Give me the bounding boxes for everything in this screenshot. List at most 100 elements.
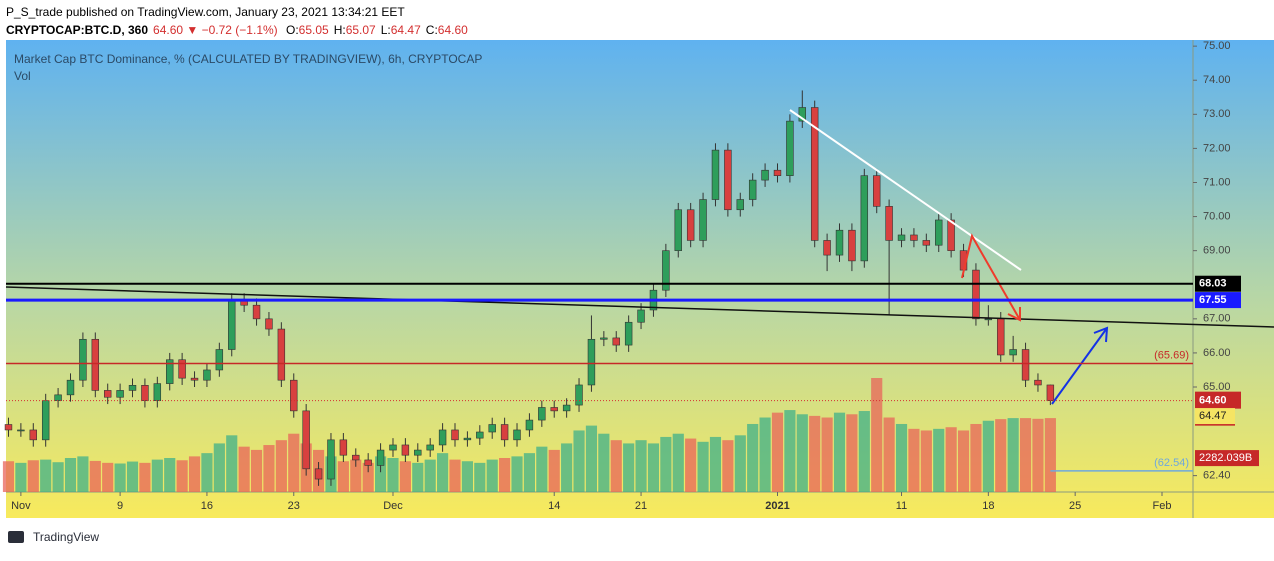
volume-bar	[374, 456, 387, 492]
volume-bar	[561, 443, 573, 492]
red-arrowhead	[1007, 307, 1021, 322]
candle-body	[711, 149, 720, 200]
volume-bar	[1019, 418, 1032, 492]
volume-bar	[536, 446, 548, 492]
volume-bar	[871, 378, 883, 492]
volume-bar	[27, 460, 39, 492]
candle-body	[314, 468, 323, 480]
candle-body	[1034, 379, 1042, 386]
candle-body	[997, 318, 1005, 356]
candle-body	[116, 390, 124, 398]
x-tick-label: 16	[201, 500, 213, 512]
x-tick-label: 18	[982, 500, 994, 512]
candle-body	[724, 149, 732, 211]
candle-body	[525, 419, 534, 431]
y-tick-label: 70.00	[1203, 210, 1231, 222]
volume-bar	[982, 420, 994, 492]
candle-body	[79, 338, 87, 381]
volume-bar	[250, 449, 263, 492]
volume-bar	[337, 461, 349, 492]
candle-body	[972, 269, 980, 320]
volume-bar	[126, 461, 139, 492]
candle-body	[252, 304, 261, 320]
volume-bar	[350, 459, 362, 492]
volume-bar	[275, 440, 287, 492]
candle-body	[662, 250, 670, 291]
volume-bar	[2, 461, 15, 492]
volume-bar	[263, 445, 275, 492]
volume-box	[1195, 450, 1259, 467]
volume-bar	[399, 461, 411, 492]
volume-bar	[883, 417, 895, 492]
x-tick-label: 25	[1069, 500, 1081, 512]
volume-bar	[585, 425, 598, 492]
candle-body	[637, 309, 645, 323]
candle-body	[873, 175, 881, 207]
candle-body	[228, 299, 236, 350]
candle-body	[587, 338, 596, 386]
volume-bar	[933, 428, 945, 492]
candle-body	[203, 369, 211, 381]
volume-bar	[288, 433, 300, 492]
candle-body	[761, 169, 769, 181]
candle-body	[910, 234, 918, 241]
candle-body	[835, 229, 844, 256]
volume-bar	[77, 456, 89, 492]
candle-body	[1021, 349, 1030, 381]
volume-bar	[920, 430, 932, 492]
volume-bar	[821, 417, 833, 492]
volume-bar	[213, 443, 225, 492]
volume-bar	[610, 440, 622, 492]
candle-body	[463, 437, 472, 441]
volume-bar	[523, 453, 536, 492]
volume-bar	[164, 457, 176, 492]
volume-bar	[759, 417, 771, 492]
logo	[8, 531, 24, 543]
volume-bar	[1044, 418, 1056, 492]
volume-bar	[461, 461, 473, 492]
volume-bar	[486, 459, 498, 492]
x-tick-label: 2021	[765, 500, 789, 512]
candle-body	[488, 424, 496, 433]
candle-body	[401, 444, 410, 456]
volume-bar	[833, 412, 846, 492]
volume-bar	[796, 414, 808, 492]
volume-bar	[387, 457, 399, 492]
x-tick-label: Dec	[383, 500, 403, 512]
candle-body	[1046, 384, 1055, 401]
trendline	[5, 286, 1274, 328]
candle-body	[153, 383, 162, 401]
volume-bar	[573, 430, 585, 492]
candle-body	[897, 234, 906, 241]
volume-bar	[784, 410, 796, 492]
volume-bar	[623, 443, 635, 492]
candle-body	[426, 444, 434, 451]
candle-body	[265, 318, 273, 330]
ohlc-value: 65.07	[346, 23, 376, 37]
y-tick-label: 65.00	[1203, 381, 1231, 393]
candle-body	[41, 400, 50, 441]
publisher: P_S_trade published on TradingView.com, …	[6, 5, 405, 19]
volume-bar	[362, 462, 374, 492]
candle-body	[935, 219, 943, 246]
volume-bar	[747, 423, 759, 492]
volume-bar	[1032, 418, 1044, 492]
chart-background	[6, 40, 1274, 518]
volume-bar	[511, 456, 523, 492]
red-arrow	[961, 233, 1021, 321]
volume-bar	[226, 435, 238, 492]
candle-body	[166, 359, 174, 384]
candle-body	[17, 429, 25, 432]
volume-bar	[957, 430, 970, 492]
ohlc-key: H:	[334, 23, 346, 37]
volume-bar	[995, 419, 1007, 492]
candle-body	[451, 429, 459, 441]
candle-body	[277, 328, 286, 381]
candle-body	[600, 337, 608, 340]
candle-body	[513, 429, 521, 441]
candle-body	[290, 379, 298, 412]
volume-bar	[139, 462, 151, 492]
candle-body	[352, 454, 360, 461]
volume-bar	[176, 460, 188, 492]
y-tick-label: 73.00	[1203, 108, 1231, 120]
